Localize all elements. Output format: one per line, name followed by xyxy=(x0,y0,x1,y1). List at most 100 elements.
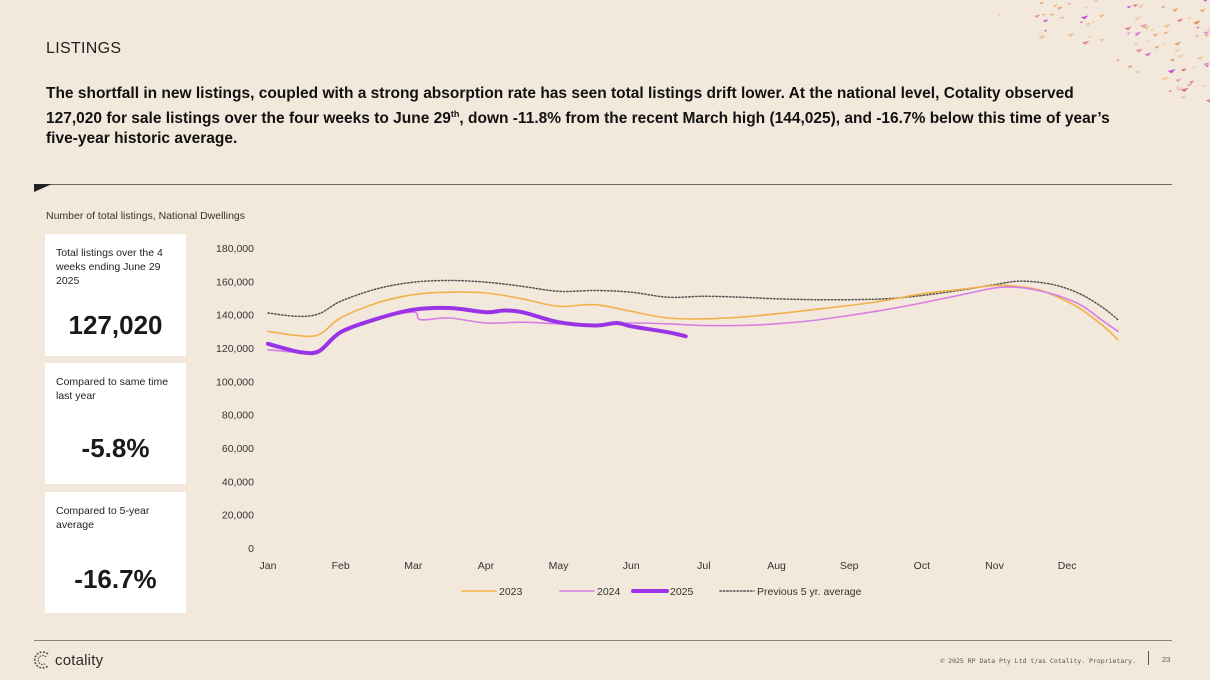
confetti-shape xyxy=(1161,43,1165,46)
confetti-shape xyxy=(1139,23,1148,29)
stat-card-vs-5yr-average: Compared to 5-year average -16.7% xyxy=(45,492,186,613)
confetti-shape xyxy=(1196,56,1204,61)
confetti-shape xyxy=(1091,20,1096,23)
copyright-text: © 2025 RP Data Pty Ltd t/as Cotality. Pr… xyxy=(940,657,1136,665)
confetti-shape xyxy=(1176,18,1184,23)
x-tick-label: Mar xyxy=(404,560,423,572)
confetti-shape xyxy=(1203,62,1210,66)
confetti-shape xyxy=(1192,66,1196,69)
footer-divider xyxy=(34,640,1172,641)
x-tick-label: Feb xyxy=(332,560,350,572)
confetti-shape xyxy=(1175,78,1182,82)
stat-card-label: Total listings over the 4 weeks ending J… xyxy=(56,247,163,287)
series-line-2025 xyxy=(266,305,688,356)
confetti-shape xyxy=(1080,15,1089,20)
confetti-shape xyxy=(1180,68,1186,72)
cotality-logo-icon xyxy=(34,651,49,669)
x-tick-label: Sep xyxy=(840,560,859,572)
confetti-shape xyxy=(1202,85,1207,88)
confetti-shape xyxy=(1199,8,1207,13)
stat-card-total-listings: Total listings over the 4 weeks ending J… xyxy=(45,234,186,356)
legend-label: Previous 5 yr. average xyxy=(757,586,862,598)
confetti-shape xyxy=(1134,70,1141,74)
stat-card-value: -16.7% xyxy=(74,564,157,594)
confetti-shape xyxy=(1093,0,1099,3)
x-tick-label: Apr xyxy=(478,560,495,572)
confetti-shape xyxy=(1135,48,1143,53)
confetti-shape xyxy=(1180,87,1189,93)
confetti-shape xyxy=(1163,31,1169,35)
confetti-shape xyxy=(1116,59,1121,62)
confetti-shape xyxy=(997,13,1002,16)
confetti-shape xyxy=(1163,23,1172,29)
headline-text: The shortfall in new listings, coupled w… xyxy=(46,85,1110,148)
y-tick-label: 60,000 xyxy=(222,443,254,455)
stat-card-value: 127,020 xyxy=(68,310,163,340)
y-tick-label: 140,000 xyxy=(216,310,254,322)
y-tick-label: 120,000 xyxy=(216,343,254,355)
legend-label: 2024 xyxy=(597,586,621,598)
x-tick-label: Jun xyxy=(623,560,640,572)
confetti-shape xyxy=(1152,33,1159,37)
confetti-shape xyxy=(1098,38,1106,42)
confetti-shape xyxy=(1081,40,1090,45)
x-tick-label: Dec xyxy=(1058,560,1077,572)
y-tick-label: 80,000 xyxy=(222,410,254,422)
confetti-shape xyxy=(1034,14,1041,18)
confetti-shape xyxy=(1180,95,1187,99)
legend-label: 2025 xyxy=(670,586,694,598)
confetti-shape xyxy=(1060,16,1065,19)
confetti-shape xyxy=(1085,22,1091,26)
confetti-shape xyxy=(1192,20,1201,25)
confetti-shape xyxy=(1144,52,1152,57)
confetti-shape xyxy=(1188,80,1195,84)
confetti-shape xyxy=(1134,31,1142,36)
page-number-divider xyxy=(1148,651,1149,665)
logo-wordmark: cotality xyxy=(55,651,104,669)
confetti-shape xyxy=(1087,35,1093,39)
confetti-shape xyxy=(1143,25,1151,30)
y-tick-label: 100,000 xyxy=(216,376,254,388)
confetti-shape xyxy=(1126,5,1132,9)
confetti-shape xyxy=(1203,30,1210,35)
stat-card-value: -5.8% xyxy=(81,433,150,463)
confetti-shape xyxy=(1049,13,1055,17)
confetti-shape xyxy=(1041,13,1046,16)
section-title: LISTINGS xyxy=(46,40,122,57)
confetti-shape xyxy=(1056,6,1063,10)
y-tick-label: 20,000 xyxy=(222,510,254,522)
confetti-shape xyxy=(1133,43,1138,46)
confetti-shape xyxy=(1175,86,1184,92)
confetti-shape xyxy=(1124,26,1132,31)
section-marker-icon xyxy=(34,184,52,192)
confetti-shape xyxy=(1039,1,1045,5)
listings-line-chart: 0 20,000 40,000 60,000 80,000 100,000 120,000 1… xyxy=(216,243,1119,598)
y-tick-label: 40,000 xyxy=(222,476,254,488)
confetti-shape xyxy=(1205,99,1210,103)
confetti-shape xyxy=(1196,26,1200,29)
y-tick-label: 0 xyxy=(248,543,254,555)
page-number: 23 xyxy=(1162,655,1171,664)
confetti-shape xyxy=(1150,28,1154,31)
confetti-shape xyxy=(1203,0,1208,2)
section-divider xyxy=(34,184,1172,185)
confetti-shape xyxy=(1043,29,1048,32)
y-tick-label: 160,000 xyxy=(216,276,254,288)
confetti-shape xyxy=(1173,41,1182,46)
confetti-shape xyxy=(1168,90,1173,93)
company-logo: cotality xyxy=(34,648,103,672)
confetti-shape xyxy=(1161,76,1169,81)
confetti-shape xyxy=(1174,48,1181,53)
legend-label: 2023 xyxy=(499,586,523,598)
confetti-shape xyxy=(1186,83,1193,87)
confetti-shape xyxy=(1167,69,1176,74)
confetti-shape xyxy=(1067,33,1075,38)
confetti-shape xyxy=(1126,32,1131,35)
confetti-shape xyxy=(1175,85,1181,89)
confetti-shape xyxy=(1170,58,1176,62)
chart-subtitle: Number of total listings, National Dwell… xyxy=(46,210,246,222)
x-tick-label: Nov xyxy=(985,560,1004,572)
confetti-shape xyxy=(1161,5,1166,9)
series-line-2023 xyxy=(267,284,1119,341)
confetti-shape xyxy=(1207,28,1210,31)
